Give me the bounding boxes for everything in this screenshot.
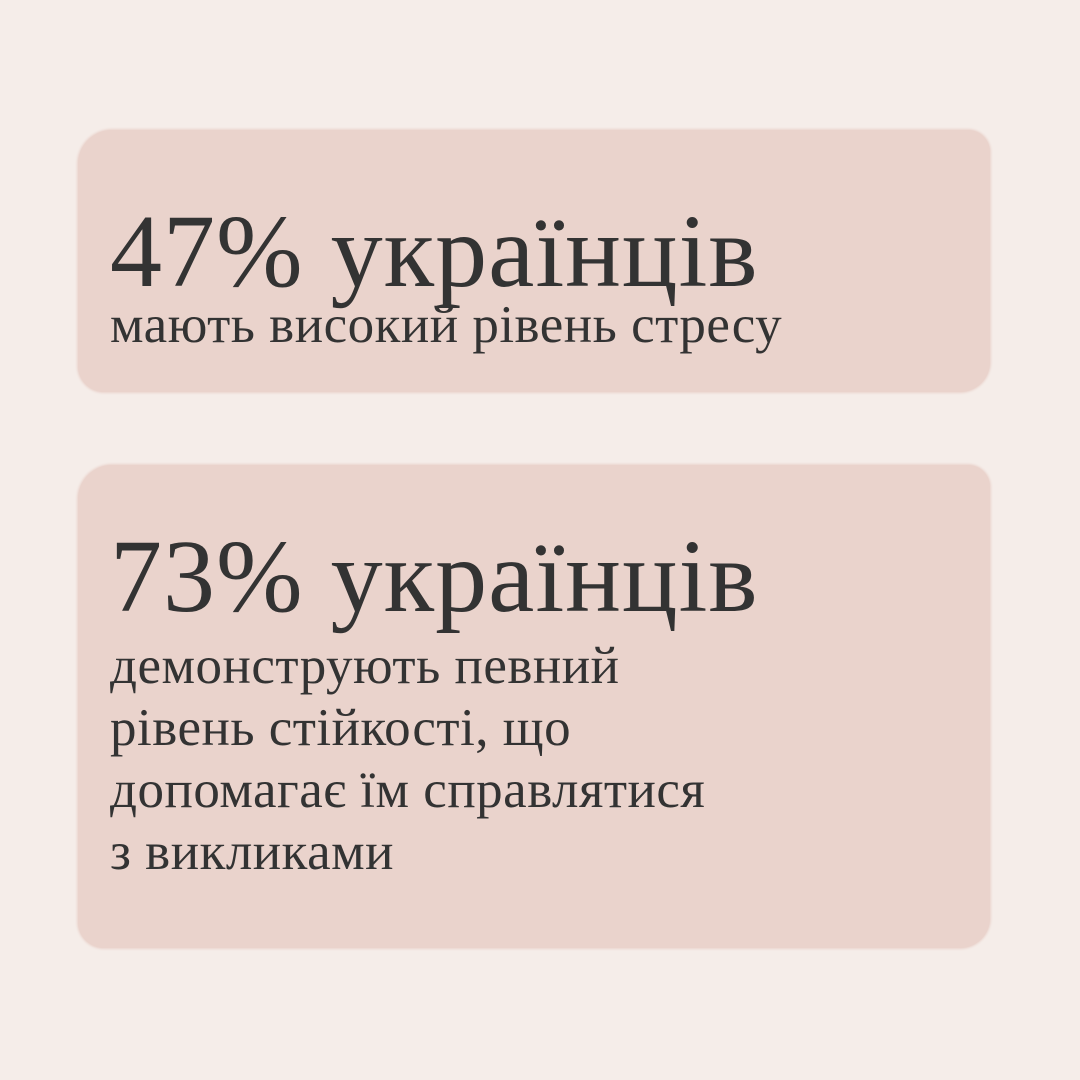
stat-description: мають високий рівень стресу [110, 294, 782, 356]
stat-description-line: допомагає їм справлятися [110, 761, 706, 819]
stat-description-line: рівень стійкості, що [110, 699, 572, 757]
stat-description-line: з викликами [110, 823, 395, 881]
stat-description-line: мають високий рівень стресу [110, 296, 783, 354]
stat-card-stress: 47% українців мають високий рівень стрес… [78, 130, 990, 392]
stat-card-resilience: 73% українців демонструють певний рівень… [78, 465, 990, 948]
stat-headline: 47% українців [110, 194, 759, 309]
stat-description-line: демонструють певний [110, 637, 620, 695]
stat-description: демонструють певний рівень стійкості, що… [110, 635, 705, 883]
stat-headline: 73% українців [110, 519, 759, 634]
